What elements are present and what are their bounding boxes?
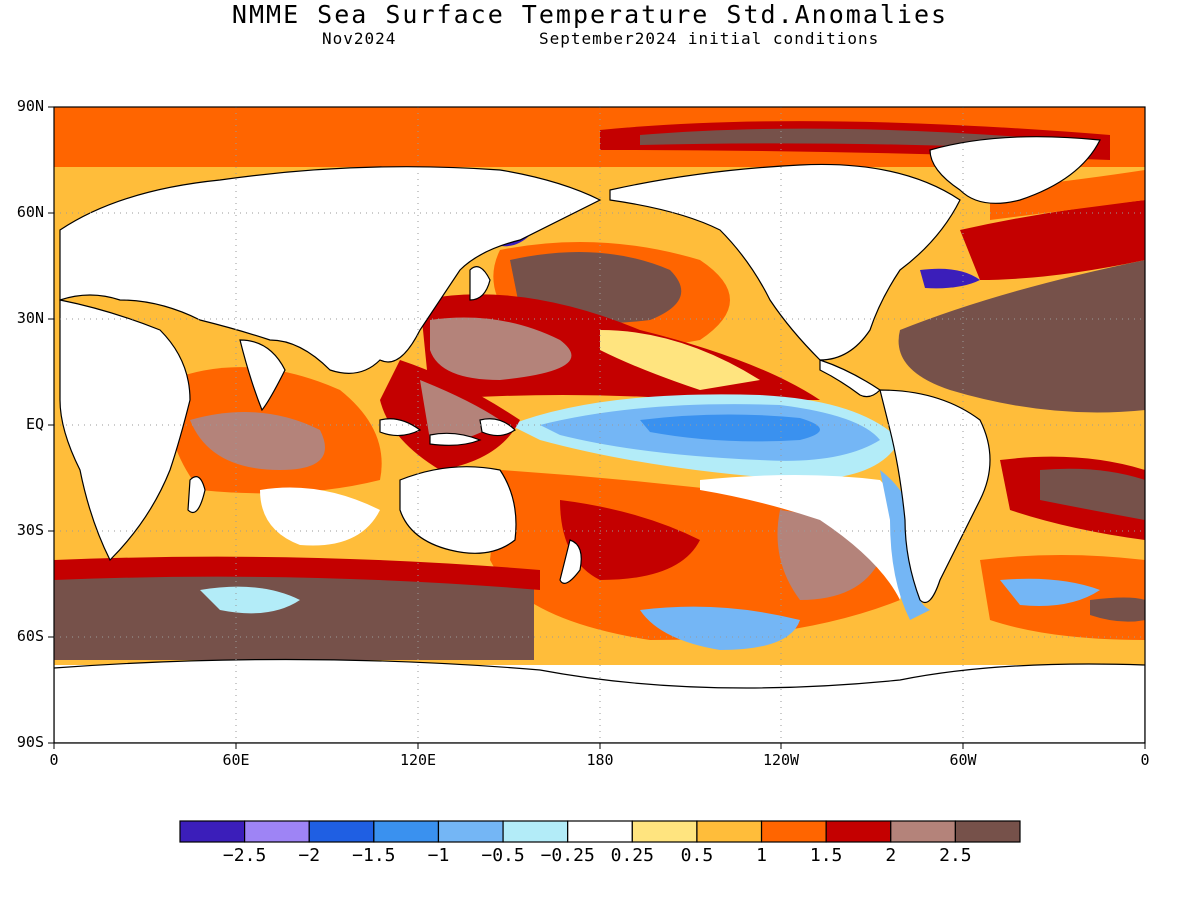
colorbar-swatch: [244, 820, 310, 843]
lat-label-30s: 30S: [16, 521, 44, 539]
colorbar-swatch: [373, 820, 440, 843]
colorbar-swatch: [890, 820, 956, 843]
colorbar-swatch: [631, 820, 698, 843]
colorbar-swatch: [696, 820, 763, 843]
lon-label-60e: 60E: [222, 751, 250, 769]
forecast-month: Nov2024: [322, 29, 397, 48]
lon-label-0: 0: [49, 751, 59, 769]
graticule: [54, 107, 1145, 743]
lon-label-120e: 120E: [399, 751, 437, 769]
lat-label-90s: 90S: [16, 733, 44, 751]
colorbar-label: 2.5: [939, 845, 972, 866]
colorbar-label: 1: [756, 845, 767, 866]
colorbar-label: −1: [427, 845, 450, 866]
axis-ticks: [48, 106, 1146, 749]
lat-label-60n: 60N: [16, 203, 44, 221]
lon-label-120w: 120W: [762, 751, 800, 769]
colorbar-swatch: [179, 820, 246, 843]
colorbar-swatch: [502, 820, 569, 843]
colorbar-swatch: [760, 820, 827, 843]
colorbar-label: −1.5: [352, 845, 396, 866]
colorbar-label: −0.5: [481, 845, 525, 866]
colorbar-label: 0.5: [680, 845, 714, 866]
colorbar-swatch: [308, 820, 375, 843]
colorbar-swatch: [825, 820, 892, 843]
lat-label-30n: 30N: [16, 309, 44, 327]
lat-label-60s: 60S: [16, 627, 44, 645]
lon-label-60w: 60W: [949, 751, 977, 769]
colorbar-label: 0.25: [610, 845, 654, 866]
colorbar: [179, 820, 1021, 843]
colorbar-swatch: [954, 820, 1021, 843]
colorbar-label: −2: [298, 845, 321, 866]
lat-label-eq: EQ: [25, 415, 44, 433]
colorbar-label: 1.5: [809, 845, 843, 866]
map-title: NMME Sea Surface Temperature Std.Anomali…: [231, 0, 949, 29]
colorbar-label: −0.25: [540, 845, 595, 866]
initial-conditions: September2024 initial conditions: [539, 29, 880, 48]
colorbar-label: −2.5: [222, 845, 267, 866]
lat-label-90n: 90N: [16, 97, 44, 115]
lon-label-0-east: 0: [1140, 751, 1150, 769]
colorbar-swatch: [567, 820, 633, 843]
lon-label-180: 180: [586, 751, 614, 769]
colorbar-label: 2: [885, 845, 897, 866]
colorbar-swatch: [437, 820, 504, 843]
